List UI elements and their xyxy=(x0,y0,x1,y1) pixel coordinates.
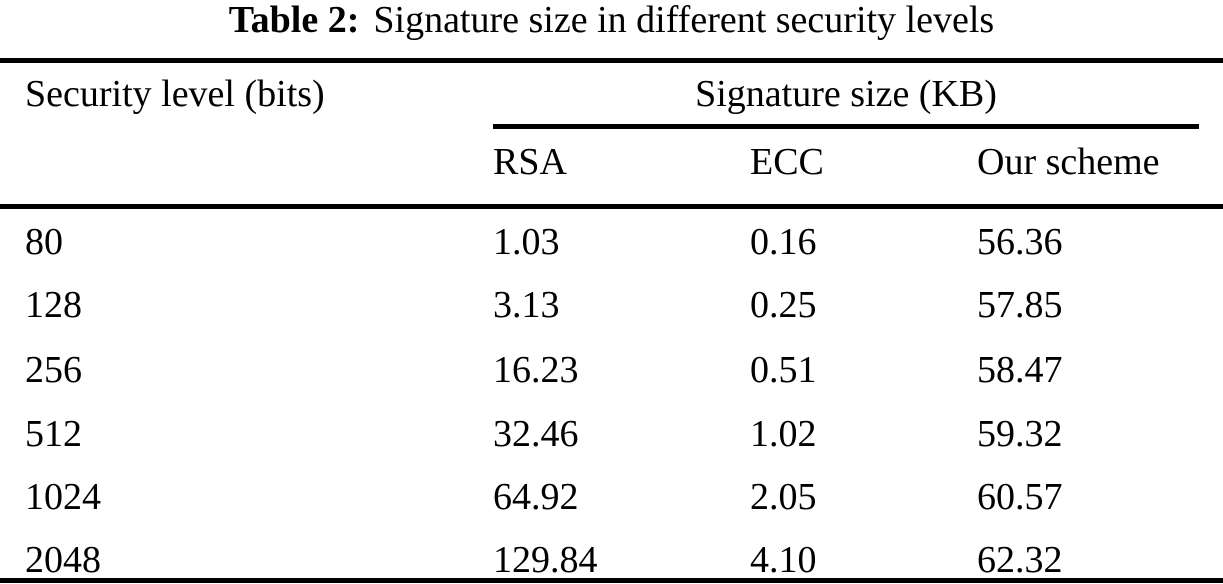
cell-security-level: 2048 xyxy=(25,539,101,581)
cell-our-scheme: 59.32 xyxy=(977,413,1063,455)
cell-ecc: 0.25 xyxy=(750,284,817,326)
cell-our-scheme: 56.36 xyxy=(977,221,1063,263)
rule-group-header-underline xyxy=(493,124,1199,129)
cell-ecc: 0.16 xyxy=(750,221,817,263)
caption-label: Table 2: xyxy=(228,0,360,41)
cell-security-level: 512 xyxy=(25,413,82,455)
cell-security-level: 1024 xyxy=(25,476,101,518)
group-header-signature-size: Signature size (KB) xyxy=(695,73,997,115)
rule-bottom xyxy=(0,578,1223,583)
cell-our-scheme: 58.47 xyxy=(977,349,1063,391)
cell-security-level: 256 xyxy=(25,349,82,391)
rule-top xyxy=(0,58,1223,63)
cell-our-scheme: 57.85 xyxy=(977,284,1063,326)
cell-rsa: 129.84 xyxy=(493,539,598,581)
cell-rsa: 3.13 xyxy=(493,284,560,326)
col-header-our-scheme: Our scheme xyxy=(977,141,1160,183)
col-header-ecc: ECC xyxy=(750,141,824,183)
cell-security-level: 80 xyxy=(25,221,63,263)
cell-security-level: 128 xyxy=(25,284,82,326)
cell-rsa: 32.46 xyxy=(493,413,579,455)
table-caption: Table 2: Signature size in different secu… xyxy=(0,1,1223,39)
cell-ecc: 2.05 xyxy=(750,476,817,518)
caption-text: Signature size in different security lev… xyxy=(373,0,995,41)
cell-rsa: 16.23 xyxy=(493,349,579,391)
cell-rsa: 1.03 xyxy=(493,221,560,263)
cell-ecc: 1.02 xyxy=(750,413,817,455)
rule-header-bottom xyxy=(0,204,1223,209)
cell-rsa: 64.92 xyxy=(493,476,579,518)
cell-our-scheme: 62.32 xyxy=(977,539,1063,581)
cell-our-scheme: 60.57 xyxy=(977,476,1063,518)
cell-ecc: 0.51 xyxy=(750,349,817,391)
col-header-security-level: Security level (bits) xyxy=(25,73,325,115)
cell-ecc: 4.10 xyxy=(750,539,817,581)
col-header-rsa: RSA xyxy=(493,141,567,183)
